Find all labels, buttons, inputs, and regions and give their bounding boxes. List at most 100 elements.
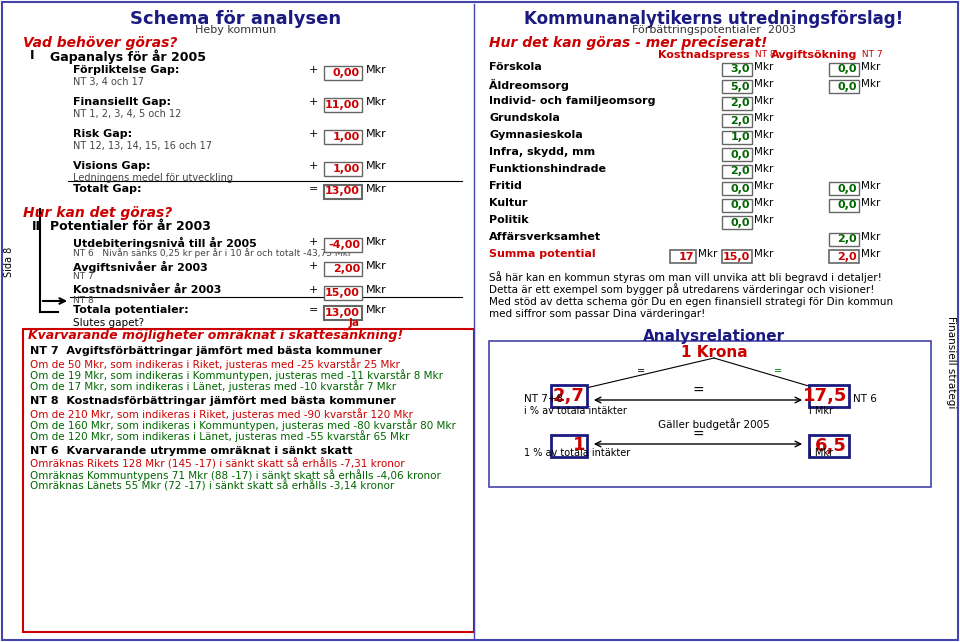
Text: i Mkr: i Mkr xyxy=(809,406,833,416)
Text: i Mkr: i Mkr xyxy=(809,448,833,458)
Text: +: + xyxy=(308,161,318,171)
Text: Förskola: Förskola xyxy=(489,62,541,72)
Text: Mkr: Mkr xyxy=(861,62,880,72)
Text: Mkr: Mkr xyxy=(366,237,387,247)
Text: Ja: Ja xyxy=(349,318,360,328)
Text: Mkr: Mkr xyxy=(754,96,774,106)
Text: =: = xyxy=(692,428,704,442)
Text: Mkr: Mkr xyxy=(754,249,774,259)
Bar xyxy=(324,238,362,252)
Text: Avgiftsnivåer år 2003: Avgiftsnivåer år 2003 xyxy=(73,261,207,273)
Text: NT 6  Kvarvarande utrymme omräknat i sänkt skatt: NT 6 Kvarvarande utrymme omräknat i sänk… xyxy=(30,446,352,456)
Bar xyxy=(829,233,859,246)
Text: NT 7: NT 7 xyxy=(859,50,882,59)
Text: 2,0: 2,0 xyxy=(731,166,750,177)
Text: =: = xyxy=(636,366,644,376)
Text: Totalt Gap:: Totalt Gap: xyxy=(73,184,141,194)
Text: 0,0: 0,0 xyxy=(837,64,857,74)
Text: =: = xyxy=(308,305,318,315)
Text: =: = xyxy=(308,184,318,194)
Text: 17,5: 17,5 xyxy=(803,386,847,404)
Text: Mkr: Mkr xyxy=(366,97,387,107)
Text: Mkr: Mkr xyxy=(366,184,387,194)
Bar xyxy=(722,216,752,229)
Text: Infra, skydd, mm: Infra, skydd, mm xyxy=(489,147,595,157)
Bar xyxy=(829,250,859,263)
Text: 11,00: 11,00 xyxy=(325,100,360,110)
Text: Kostnadspress: Kostnadspress xyxy=(659,50,750,60)
Bar xyxy=(829,80,859,93)
Text: =: = xyxy=(774,366,781,376)
Text: Förpliktelse Gap:: Förpliktelse Gap: xyxy=(73,65,180,75)
Bar xyxy=(829,63,859,76)
Bar xyxy=(551,435,587,457)
Text: NT 7  Avgiftsförbättringar jämfört med bästa kommuner: NT 7 Avgiftsförbättringar jämfört med bä… xyxy=(30,346,382,356)
Text: Kostnadsnivåer år 2003: Kostnadsnivåer år 2003 xyxy=(73,285,222,295)
Text: +: + xyxy=(308,129,318,139)
Text: Omräknas Rikets 128 Mkr (145 -17) i sänkt skatt så erhålls -7,31 kronor: Omräknas Rikets 128 Mkr (145 -17) i sänk… xyxy=(30,458,404,469)
Text: 5,0: 5,0 xyxy=(731,82,750,92)
Text: Mkr: Mkr xyxy=(366,285,387,295)
Text: i % av totala intäkter: i % av totala intäkter xyxy=(524,406,627,416)
Text: 0,0: 0,0 xyxy=(837,82,857,92)
Bar xyxy=(722,250,752,263)
Text: Kommunanalytikerns utredningsförslag!: Kommunanalytikerns utredningsförslag! xyxy=(524,10,903,28)
Text: Mkr: Mkr xyxy=(698,249,717,259)
Text: Mkr: Mkr xyxy=(754,164,774,174)
Bar xyxy=(324,66,362,80)
Text: =: = xyxy=(692,384,704,398)
Bar xyxy=(324,286,362,300)
Text: 1,0: 1,0 xyxy=(731,132,750,143)
Text: 0,0: 0,0 xyxy=(837,184,857,193)
Text: 15,0: 15,0 xyxy=(723,252,750,261)
Text: I: I xyxy=(30,49,35,62)
Text: Gymnasieskola: Gymnasieskola xyxy=(489,130,583,140)
Text: 1 Krona: 1 Krona xyxy=(681,345,747,360)
Text: Sida 8: Sida 8 xyxy=(4,247,14,277)
Text: Hur kan det göras?: Hur kan det göras? xyxy=(23,206,172,220)
Text: 13,00: 13,00 xyxy=(325,308,360,318)
Text: Avgiftsökning: Avgiftsökning xyxy=(771,50,857,60)
Text: Mkr: Mkr xyxy=(754,198,774,208)
Text: Individ- och familjeomsorg: Individ- och familjeomsorg xyxy=(489,96,656,106)
Text: Utdebiteringsnivå till år 2005: Utdebiteringsnivå till år 2005 xyxy=(73,237,256,249)
Text: 2,7: 2,7 xyxy=(553,386,585,404)
Bar xyxy=(829,182,859,195)
Text: 1: 1 xyxy=(572,437,585,455)
Text: Gäller budgetår 2005: Gäller budgetår 2005 xyxy=(659,418,770,430)
Text: -4,00: -4,00 xyxy=(328,239,360,250)
Text: Mkr: Mkr xyxy=(861,181,880,191)
Text: NT 3, 4 och 17: NT 3, 4 och 17 xyxy=(73,77,144,87)
Bar xyxy=(809,385,849,407)
Text: Så här kan en kommun styras om man vill unvika att bli begravd i detaljer!: Så här kan en kommun styras om man vill … xyxy=(489,271,882,283)
Bar xyxy=(722,182,752,195)
Text: Om de 210 Mkr, som indikeras i Riket, justeras med -90 kvarstår 120 Mkr: Om de 210 Mkr, som indikeras i Riket, ju… xyxy=(30,408,413,420)
Text: II: II xyxy=(32,220,41,233)
Text: Mkr: Mkr xyxy=(366,305,387,315)
Bar xyxy=(722,148,752,161)
Text: Finansiellt Gap:: Finansiellt Gap: xyxy=(73,97,171,107)
Bar xyxy=(324,162,362,176)
Bar xyxy=(722,114,752,127)
Text: Mkr: Mkr xyxy=(366,161,387,171)
Bar xyxy=(551,385,587,407)
Text: Förbättringspotentialer  2003: Förbättringspotentialer 2003 xyxy=(632,25,796,35)
Text: Funktionshindrade: Funktionshindrade xyxy=(489,164,606,174)
Text: Mkr: Mkr xyxy=(754,147,774,157)
Text: 3,0: 3,0 xyxy=(731,64,750,74)
Bar xyxy=(23,329,474,632)
Text: Fritid: Fritid xyxy=(489,181,522,191)
Text: Totala potentialer:: Totala potentialer: xyxy=(73,305,188,315)
Bar xyxy=(722,165,752,178)
Bar xyxy=(324,130,362,144)
Bar xyxy=(670,250,696,263)
Text: +: + xyxy=(308,285,318,295)
Text: Omräknas Länets 55 Mkr (72 -17) i sänkt skatt så erhålls -3,14 kronor: Omräknas Länets 55 Mkr (72 -17) i sänkt … xyxy=(30,480,395,491)
Text: Äldreomsorg: Äldreomsorg xyxy=(489,79,569,91)
Text: 1,00: 1,00 xyxy=(333,164,360,173)
Bar xyxy=(722,199,752,212)
Bar xyxy=(324,185,362,199)
Text: Mkr: Mkr xyxy=(754,215,774,225)
Bar xyxy=(829,199,859,212)
Bar xyxy=(324,98,362,112)
